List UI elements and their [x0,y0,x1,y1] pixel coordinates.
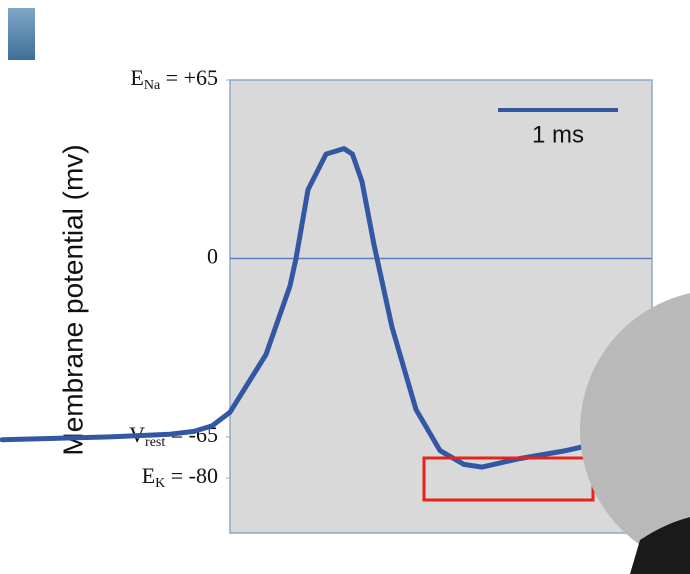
tick-label-rest: = +65 [160,65,218,90]
scale-bar-label: 1 ms [532,121,584,148]
tick-label-base: E [142,463,155,488]
tick-label-base: E [130,65,143,90]
tick-label-sub: rest [145,435,165,450]
tick-label-sub: Na [144,78,161,93]
tick-label-rest: = -80 [165,463,218,488]
y-tick-label: 0 [207,244,218,269]
y-tick-label: ENa = +65 [130,65,218,93]
presenter-video [580,293,690,574]
presenter-shape [630,517,690,574]
slide-icon [8,8,35,60]
presenter-circle [580,293,690,567]
tick-label-sub: K [155,476,165,491]
y-tick-label: EK = -80 [142,463,218,491]
y-axis-label: Membrane potential (mv) [57,144,88,455]
membrane-potential-line [0,146,605,470]
